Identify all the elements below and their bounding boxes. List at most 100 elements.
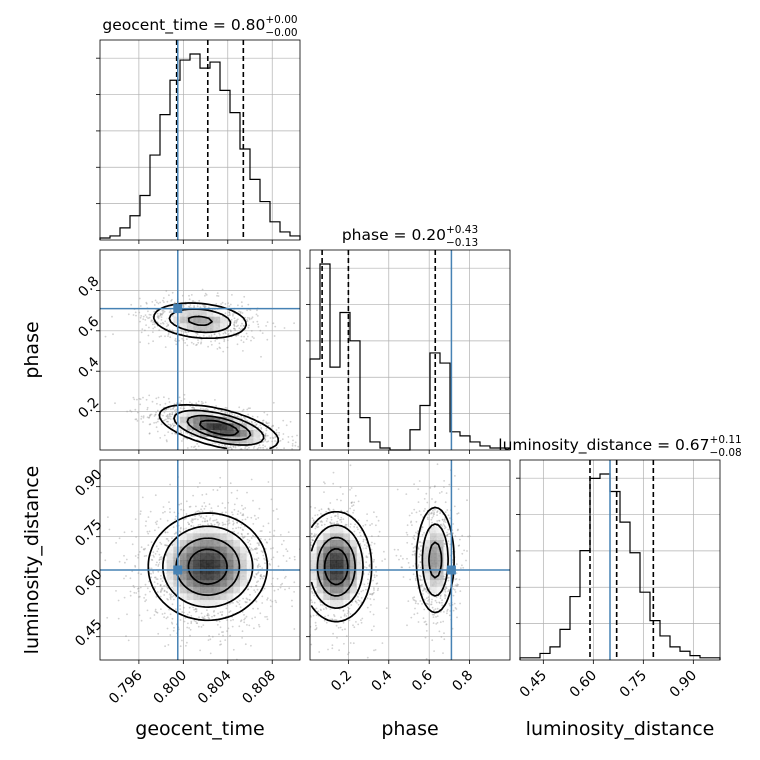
density-cell xyxy=(200,410,207,417)
xtick-label-geocent_time: 0.804 xyxy=(195,667,235,707)
density-cell xyxy=(430,533,437,541)
density-cell xyxy=(193,323,201,331)
density-cell xyxy=(350,580,357,587)
density-cell xyxy=(173,540,181,547)
density-cell xyxy=(213,540,221,547)
density-cell xyxy=(200,323,207,331)
density-cell xyxy=(330,553,337,561)
density-cell xyxy=(180,546,187,554)
density-cell xyxy=(206,323,214,331)
hist-panel-geocent_time: geocent_time = 0.80+0.00 −0.00 xyxy=(96,14,301,244)
density-cell xyxy=(423,546,431,554)
density-cell xyxy=(180,416,187,424)
density-cell xyxy=(343,526,351,534)
density-cell xyxy=(200,600,207,607)
xtick-label-phase: 0.4 xyxy=(369,667,396,694)
density-cell xyxy=(193,600,201,607)
density-cell xyxy=(173,316,181,324)
density-cell xyxy=(436,526,444,534)
density-cell xyxy=(220,560,227,567)
density-cell xyxy=(180,586,187,594)
density-cell xyxy=(350,593,357,601)
density-cell xyxy=(213,586,221,594)
density-cell xyxy=(423,553,431,561)
density-shading xyxy=(166,310,261,444)
xtick-label-phase: 0.8 xyxy=(449,668,476,695)
density-cell xyxy=(423,580,431,587)
density-cell xyxy=(206,533,214,541)
density-cell xyxy=(213,310,221,317)
panel-frame xyxy=(309,459,511,661)
density-cell xyxy=(193,573,201,581)
density-cell xyxy=(186,580,194,587)
density-cell xyxy=(316,573,324,581)
density-cell xyxy=(323,593,331,601)
density-cell xyxy=(330,560,337,567)
density-cell xyxy=(220,540,227,547)
xaxis-label-geocent_time: geocent_time xyxy=(135,718,264,740)
density-cell xyxy=(180,323,187,331)
density-cell xyxy=(206,560,214,567)
truth-marker xyxy=(173,565,183,575)
density-cell xyxy=(220,430,227,437)
density-cell xyxy=(180,593,187,601)
density-cell xyxy=(323,586,331,594)
ytick-label-luminosity_distance: 0.75 xyxy=(72,516,105,549)
density-cell xyxy=(350,533,357,541)
ytick-label-phase: 0.6 xyxy=(75,314,102,341)
density-cell xyxy=(186,316,194,324)
xtick-label-luminosity_distance: 0.45 xyxy=(517,668,550,701)
density-cell xyxy=(213,560,221,567)
density-cell xyxy=(200,316,207,324)
ytick-label-luminosity_distance: 0.45 xyxy=(72,616,105,649)
density-cell xyxy=(430,546,437,554)
density-cell xyxy=(193,546,201,554)
title-sub: −0.13 xyxy=(446,237,478,249)
density-cell xyxy=(206,540,214,547)
density-cell xyxy=(240,573,247,581)
xtick-label-geocent_time: 0.800 xyxy=(150,668,190,708)
density-cell xyxy=(213,526,221,534)
density-cell xyxy=(173,553,181,561)
density-cell xyxy=(226,593,234,601)
density-cell xyxy=(316,553,324,561)
density-cell xyxy=(186,593,194,601)
density-cell xyxy=(226,573,234,581)
yaxis-label-luminosity_distance: luminosity_distance xyxy=(21,466,43,655)
density-cell xyxy=(213,533,221,541)
density-cell xyxy=(430,553,437,561)
density-cell xyxy=(193,316,201,324)
density-cell xyxy=(350,560,357,567)
density-cell xyxy=(253,436,261,444)
title-sup: +0.11 xyxy=(710,434,742,446)
density-cell xyxy=(213,423,221,431)
density-cell xyxy=(430,586,437,594)
xtick-label-phase: 0.2 xyxy=(328,668,355,695)
density-cell xyxy=(186,560,194,567)
title-luminosity_distance: luminosity_distance = 0.67+0.11 −0.08 xyxy=(498,434,741,459)
density-cell xyxy=(213,436,221,444)
density-cell xyxy=(246,573,254,581)
contour-line xyxy=(199,419,240,437)
density-cell xyxy=(336,540,344,547)
hist-panel-phase: phase = 0.20+0.43 −0.13 xyxy=(306,224,511,454)
density-cell xyxy=(213,323,221,331)
density-cell xyxy=(330,540,337,547)
density-cell xyxy=(180,553,187,561)
density-cell xyxy=(233,423,241,431)
title-sup: +0.00 xyxy=(265,14,297,26)
density-cell xyxy=(206,430,214,437)
density-cell xyxy=(343,533,351,541)
density-cell xyxy=(180,310,187,317)
truth-marker xyxy=(446,565,456,575)
density-cell xyxy=(206,310,214,317)
density-cell xyxy=(356,573,364,581)
density-cell xyxy=(220,316,227,324)
density-cell xyxy=(213,573,221,581)
density-cell xyxy=(316,533,324,541)
density-cell xyxy=(226,546,234,554)
density-cell xyxy=(173,416,181,424)
title-geocent_time: geocent_time = 0.80+0.00 −0.00 xyxy=(102,14,297,39)
density-cell xyxy=(246,553,254,561)
